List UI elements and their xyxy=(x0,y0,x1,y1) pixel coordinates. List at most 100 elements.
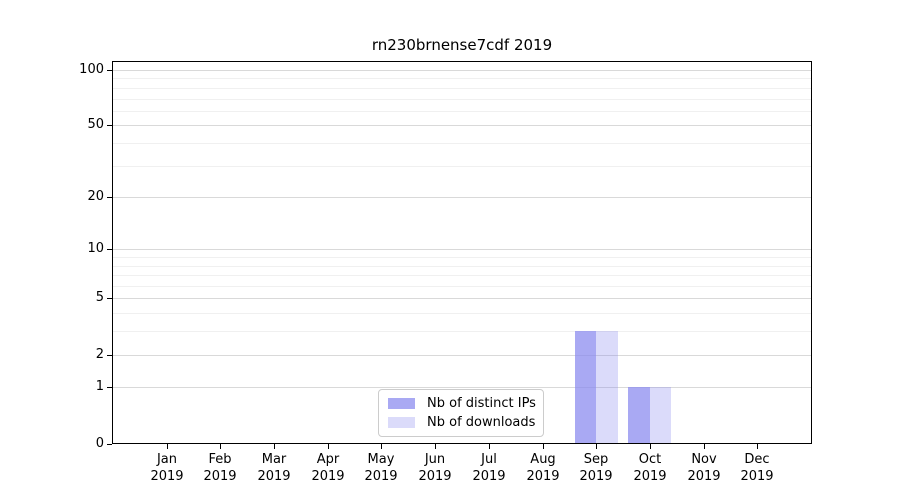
x-tickmark xyxy=(543,444,544,449)
gridline-major xyxy=(113,70,811,71)
y-tickmark xyxy=(107,249,112,250)
x-tick-year: 2019 xyxy=(364,469,398,484)
bar-nb-of-downloads-oct xyxy=(649,387,672,444)
x-tick-month: Jul xyxy=(481,452,497,467)
x-tick-year: 2019 xyxy=(633,469,667,484)
x-tickmark xyxy=(381,444,382,449)
bar-nb-of-downloads-sep xyxy=(596,331,618,444)
gridline-major xyxy=(113,387,811,388)
bar-nb-of-distinct-ips-sep xyxy=(574,331,597,444)
gridline-major xyxy=(113,355,811,356)
gridline-minor xyxy=(113,331,811,332)
x-tick-month: Feb xyxy=(208,452,232,467)
x-tick-month: Jan xyxy=(156,452,178,467)
x-tick-label-dec-2019: Dec 2019 xyxy=(725,451,789,485)
x-tick-month: Oct xyxy=(638,452,662,467)
x-tick-label-sep-2019: Sep 2019 xyxy=(564,451,628,485)
distinct-ips-swatch-icon xyxy=(388,398,415,410)
y-tick-label-10: 10 xyxy=(87,241,104,256)
gridline-minor xyxy=(113,166,811,167)
y-axis-spine xyxy=(112,61,113,444)
y-tickmark xyxy=(107,387,112,388)
x-tick-label-mar-2019: Mar 2019 xyxy=(242,451,306,485)
x-tick-year: 2019 xyxy=(687,469,721,484)
bar-nb-of-distinct-ips-oct xyxy=(628,387,650,444)
x-tick-year: 2019 xyxy=(740,469,774,484)
gridline-major xyxy=(113,197,811,198)
y-tick-label-0: 0 xyxy=(95,436,104,451)
x-tick-label-nov-2019: Nov 2019 xyxy=(672,451,736,485)
gridline-minor xyxy=(113,143,811,144)
x-tick-year: 2019 xyxy=(150,469,184,484)
x-tickmark xyxy=(650,444,651,449)
gridline-minor xyxy=(113,111,811,112)
x-tick-month: Dec xyxy=(744,452,770,467)
x-axis-spine xyxy=(112,443,812,444)
x-tick-label-oct-2019: Oct 2019 xyxy=(618,451,682,485)
x-tickmark xyxy=(757,444,758,449)
x-tick-label-jul-2019: Jul 2019 xyxy=(457,451,521,485)
x-tick-year: 2019 xyxy=(311,469,345,484)
x-tickmark xyxy=(328,444,329,449)
gridline-minor xyxy=(113,88,811,89)
x-tick-month: Apr xyxy=(316,452,340,467)
y-tick-label-1: 1 xyxy=(95,379,104,394)
x-tick-month: Sep xyxy=(583,452,609,467)
x-tick-year: 2019 xyxy=(203,469,237,484)
gridline-major xyxy=(113,298,811,299)
legend-item-downloads: Nb of downloads xyxy=(388,414,536,430)
x-tick-label-aug-2019: Aug 2019 xyxy=(511,451,575,485)
y-tick-label-100: 100 xyxy=(79,62,104,77)
y-tick-label-5: 5 xyxy=(95,290,104,305)
y-tickmark xyxy=(107,197,112,198)
gridline-minor xyxy=(113,99,811,100)
legend-label-distinct-ips: Nb of distinct IPs xyxy=(427,396,536,412)
y-tick-label-50: 50 xyxy=(87,117,104,132)
y-tickmark xyxy=(107,298,112,299)
right-spine xyxy=(811,61,812,444)
chart-title: rn230brnense7cdf 2019 xyxy=(371,36,553,54)
gridline-minor xyxy=(113,78,811,79)
x-tick-label-feb-2019: Feb 2019 xyxy=(188,451,252,485)
gridline-minor xyxy=(113,275,811,276)
legend-item-distinct-ips: Nb of distinct IPs xyxy=(388,396,536,412)
y-tickmark xyxy=(107,355,112,356)
x-tick-year: 2019 xyxy=(257,469,291,484)
y-tick-label-2: 2 xyxy=(95,347,104,362)
x-tickmark xyxy=(596,444,597,449)
x-tick-year: 2019 xyxy=(579,469,613,484)
legend: Nb of distinct IPs Nb of downloads xyxy=(378,389,544,437)
y-tick-label-20: 20 xyxy=(87,189,104,204)
x-tick-year: 2019 xyxy=(526,469,560,484)
x-tick-month: Mar xyxy=(261,452,287,467)
x-tickmark xyxy=(274,444,275,449)
x-tick-month: Jun xyxy=(424,452,446,467)
legend-label-downloads: Nb of downloads xyxy=(427,414,536,430)
x-tickmark xyxy=(489,444,490,449)
x-tick-label-jan-2019: Jan 2019 xyxy=(135,451,199,485)
y-tickmark xyxy=(107,70,112,71)
y-tickmark xyxy=(107,444,112,445)
x-tick-year: 2019 xyxy=(472,469,506,484)
x-tick-month: May xyxy=(367,452,395,467)
gridline-minor xyxy=(113,286,811,287)
x-tickmark xyxy=(220,444,221,449)
top-spine xyxy=(112,61,812,62)
x-tick-label-apr-2019: Apr 2019 xyxy=(296,451,360,485)
x-tick-month: Aug xyxy=(530,452,556,467)
x-tick-year: 2019 xyxy=(418,469,452,484)
gridline-major xyxy=(113,125,811,126)
gridline-minor xyxy=(113,313,811,314)
y-tickmark xyxy=(107,125,112,126)
downloads-swatch-icon xyxy=(388,416,415,428)
gridline-minor xyxy=(113,266,811,267)
x-tick-month: Nov xyxy=(691,452,717,467)
gridline-major xyxy=(113,249,811,250)
x-tickmark xyxy=(435,444,436,449)
x-tickmark xyxy=(704,444,705,449)
x-tickmark xyxy=(167,444,168,449)
x-tick-label-may-2019: May 2019 xyxy=(349,451,413,485)
gridline-minor xyxy=(113,257,811,258)
x-tick-label-jun-2019: Jun 2019 xyxy=(403,451,467,485)
